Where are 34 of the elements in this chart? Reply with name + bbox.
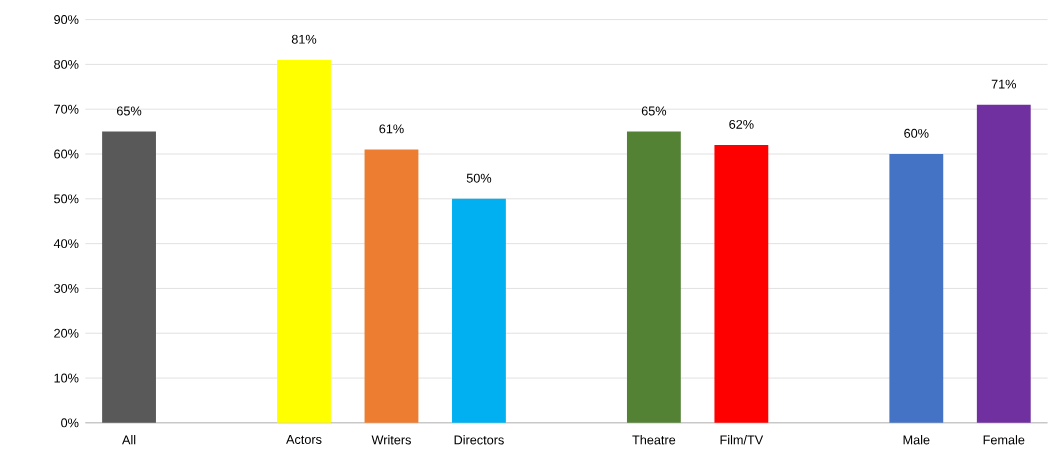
x-tick-label: All bbox=[122, 435, 136, 445]
x-tick-label: Actors bbox=[286, 435, 322, 444]
bar bbox=[364, 149, 419, 423]
y-tick-label: 0% bbox=[61, 418, 79, 428]
data-label: 60% bbox=[904, 128, 929, 138]
data-label: 61% bbox=[379, 124, 404, 134]
bar bbox=[889, 154, 944, 423]
y-tick-label: 90% bbox=[54, 15, 79, 25]
data-label: 62% bbox=[729, 119, 754, 129]
y-tick-label: 80% bbox=[54, 59, 79, 69]
x-tick-label: Theatre bbox=[632, 435, 676, 445]
x-tick-label: Male bbox=[903, 435, 930, 445]
x-tick-label: Female bbox=[983, 435, 1025, 445]
bar bbox=[626, 131, 681, 423]
y-tick-label: 30% bbox=[54, 283, 79, 293]
data-label: 50% bbox=[466, 173, 492, 183]
y-tick-label: 70% bbox=[54, 104, 79, 114]
bar bbox=[976, 104, 1031, 423]
data-label: 65% bbox=[641, 106, 667, 116]
bar bbox=[714, 145, 769, 423]
y-tick-label: 20% bbox=[54, 328, 79, 338]
x-tick-label: Film/TV bbox=[720, 435, 764, 445]
x-tick-label: Writers bbox=[371, 435, 411, 445]
data-label: 65% bbox=[117, 106, 142, 116]
bar bbox=[277, 59, 331, 423]
y-tick-label: 60% bbox=[54, 149, 79, 159]
data-label: 71% bbox=[991, 79, 1017, 89]
y-tick-label: 50% bbox=[54, 194, 79, 204]
bar bbox=[102, 131, 156, 423]
y-tick-label: 40% bbox=[53, 239, 79, 249]
bar bbox=[452, 198, 506, 423]
y-tick-label: 10% bbox=[54, 373, 79, 383]
x-tick-label: Directors bbox=[454, 435, 504, 445]
data-label: 81% bbox=[291, 34, 317, 44]
